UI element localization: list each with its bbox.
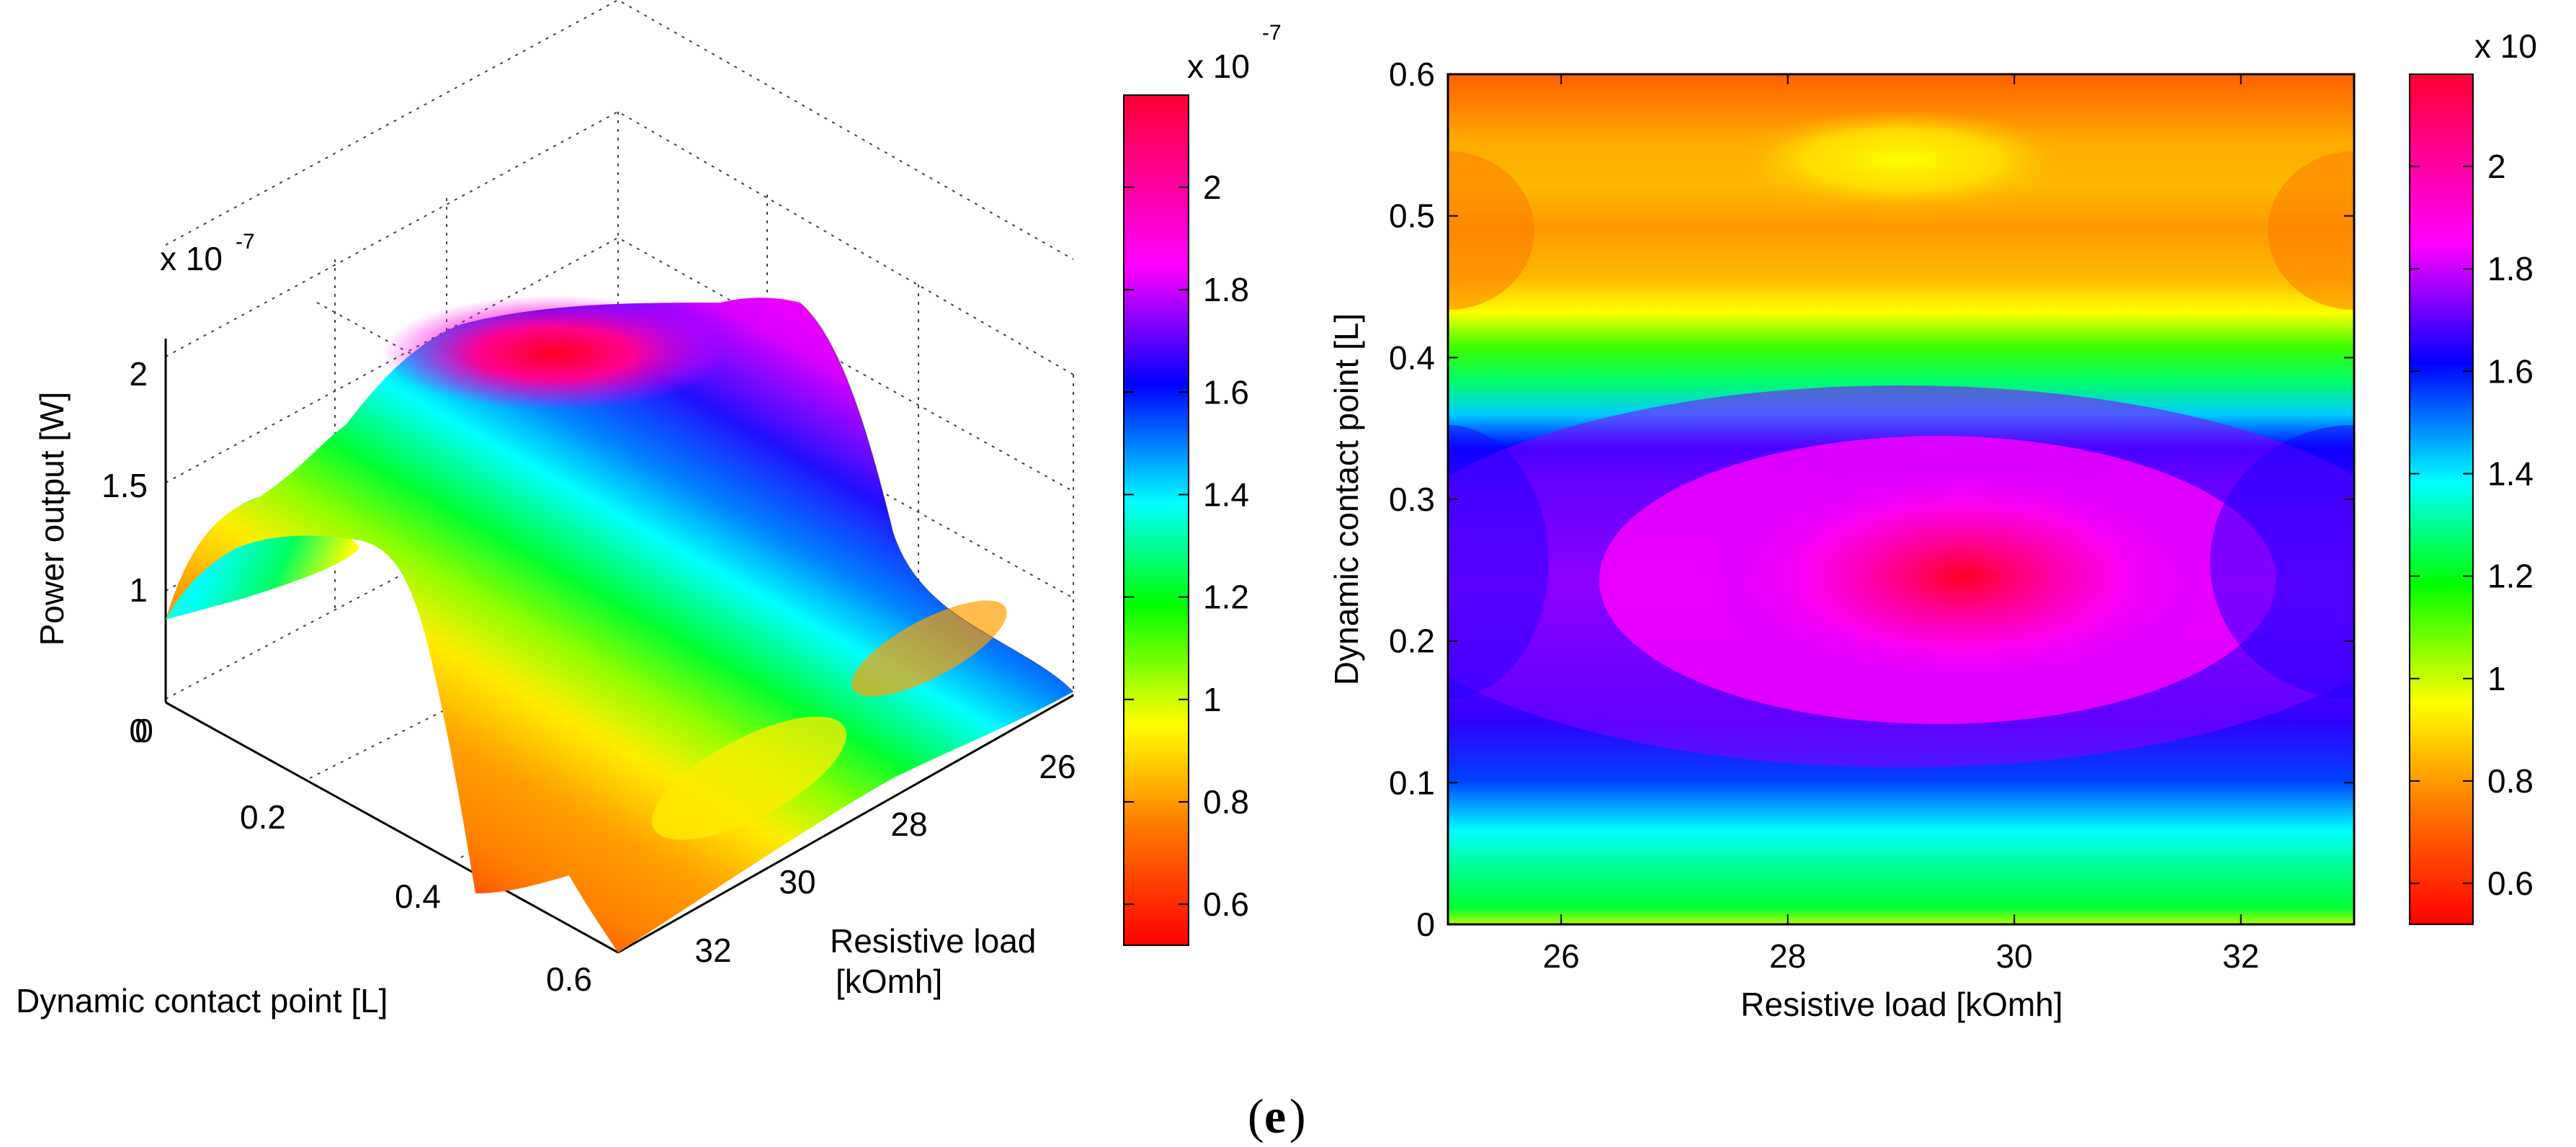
surface-peak-region [382, 295, 728, 411]
heatmap-body [1448, 74, 2354, 924]
colorbar-tick-label: 1.4 [1203, 476, 1249, 513]
x-tick: 28 [890, 805, 927, 843]
y-tick: 0.2 [240, 798, 286, 836]
colorbar-tick-label: 1.2 [1203, 579, 1249, 616]
colorbar-tick-label: 1.6 [1203, 373, 1249, 411]
heatmap-y-tick-label: 0.2 [1389, 622, 1435, 660]
heatmap-yellow-hotspot [1736, 110, 2067, 210]
colorbar-tick-label: 0.8 [2487, 762, 2533, 800]
heatmap-y-tick-label: 0.4 [1389, 339, 1435, 376]
y-tick: 0.4 [395, 878, 441, 915]
heatmap-y-tick-label: 0.3 [1389, 481, 1435, 518]
colorbar-tick-label: 0.6 [1203, 885, 1249, 923]
z-tick: 0 [129, 712, 148, 749]
axis-lines [164, 339, 1074, 954]
heatmap-y-tick-label: 0.1 [1389, 764, 1435, 801]
heatmap-x-tick-label: 30 [1996, 937, 2033, 975]
heatmap-x-tick-label: 32 [2222, 937, 2259, 975]
caption-letter: e [1264, 1089, 1286, 1143]
z-tick: 1 [129, 571, 148, 609]
z-tick: 1.5 [102, 467, 148, 504]
caption-close: ) [1289, 1089, 1306, 1143]
heatmap-y-tick-label: 0.6 [1389, 55, 1435, 93]
colorbar-tick-label: 1.8 [2487, 250, 2533, 287]
x-axis-label-line2: [kOmh] [836, 963, 942, 1000]
x-axis: 26 28 30 32 Resistive load [kOmh] [694, 748, 1075, 1000]
colorbar-tick-label: 0.8 [1203, 783, 1249, 821]
figure-caption: ( e ) [1248, 1089, 1306, 1143]
colorbar-right-ticks: 0.6 0.8 1 1.2 1.4 1.6 1.8 2 [2410, 148, 2533, 902]
colorbar-left-ticks: 0.6 0.8 1 1.2 1.4 1.6 1.8 2 [1124, 169, 1249, 923]
colorbar-tick-label: 1.8 [1203, 271, 1249, 308]
colorbar-right-exponent: x 10 [2474, 27, 2537, 65]
colorbar-tick-label: 1 [2487, 660, 2506, 697]
colorbar-tick-label: 1.4 [2487, 455, 2533, 492]
x-axis-label-line1: Resistive load [830, 922, 1036, 960]
surface-yellow-region [652, 716, 846, 840]
caption-open: ( [1248, 1089, 1264, 1143]
surface-top-face [166, 298, 1073, 952]
y-axis: 0 0.2 0.4 0.6 Dynamic contact point [L] [16, 712, 592, 1019]
surface-plot: 0 1 1.5 2 x 10 -7 Power output [W] 0 0.2… [16, 0, 1282, 1019]
z-tick: 2 [129, 355, 148, 393]
x-tick: 32 [694, 932, 731, 969]
heatmap-x-axis-label: Resistive load [kOmh] [1740, 986, 2062, 1023]
heatmap-left-orange [1448, 151, 1534, 310]
heatmap-blue-right [2210, 425, 2354, 699]
surface-right-edge [799, 302, 1074, 692]
colorbar-tick-label: 1.2 [2487, 558, 2533, 595]
colorbar-tick-label: 2 [1203, 169, 1222, 206]
z-exponent: x 10 [160, 240, 223, 277]
heatmap-x-tick-label: 26 [1543, 937, 1580, 975]
surface-orange-region [851, 600, 1007, 697]
z-axis: 0 1 1.5 2 x 10 -7 Power output [W] [33, 230, 255, 749]
heatmap-hotspot [1704, 454, 2222, 699]
colorbar-left-scale [1123, 94, 1189, 946]
colorbar-tick-label: 1 [1203, 681, 1222, 718]
colorbar-tick-label: 0.6 [2487, 865, 2533, 902]
colorbar-right: 0.6 0.8 1 1.2 1.4 1.6 1.8 2 x 10 [2409, 27, 2537, 925]
heatmap-y-axis-label: Dynamic contact point [L] [1328, 313, 1365, 685]
colorbar-tick-label: 2 [2487, 148, 2506, 185]
heatmap-right-orange [2268, 151, 2354, 310]
z-exponent-power: -7 [236, 230, 255, 254]
heatmap-y-tick-label: 0 [1416, 906, 1435, 943]
y-axis-label: Dynamic contact point [L] [16, 982, 388, 1019]
heatmap-blue-left [1448, 425, 1549, 699]
colorbar-tick-label: 1.6 [2487, 352, 2533, 390]
heatmap-y-tick-label: 0.5 [1389, 197, 1435, 235]
heatmap-axes: 26 28 30 32 0 0.1 0.2 0.3 0.4 0.5 0.6 [1389, 55, 2354, 975]
colorbar-left: 0.6 0.8 1 1.2 1.4 1.6 1.8 2 x 10 -7 [1123, 21, 1282, 946]
y-tick: 0 [135, 712, 153, 749]
z-axis-label: Power output [W] [33, 392, 71, 646]
colorbar-right-scale [2409, 73, 2474, 925]
surface [166, 295, 1074, 952]
heatmap-plot: 26 28 30 32 0 0.1 0.2 0.3 0.4 0.5 0.6 Resistive lo… [1328, 27, 2537, 1023]
heatmap-x-tick-label: 28 [1769, 937, 1806, 975]
x-tick: 26 [1039, 748, 1075, 785]
y-tick: 0.6 [546, 960, 592, 998]
x-tick: 30 [779, 863, 815, 901]
colorbar-left-exponent-power: -7 [1262, 21, 1282, 45]
colorbar-left-exponent: x 10 [1187, 48, 1250, 85]
